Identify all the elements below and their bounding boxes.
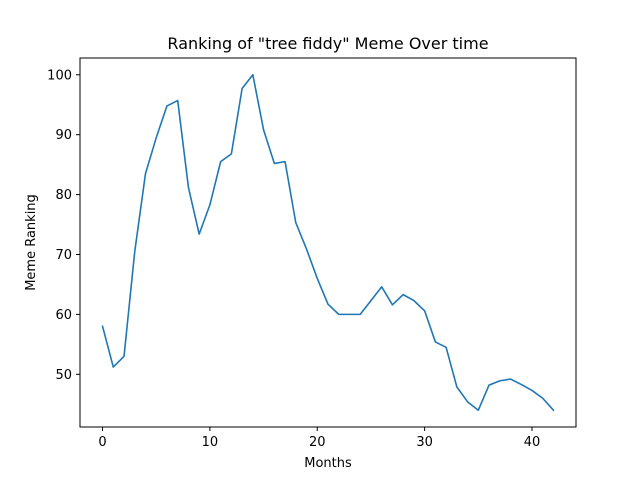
data-point bbox=[164, 103, 169, 108]
y-axis-label: Meme Ranking bbox=[24, 194, 39, 291]
data-point bbox=[111, 365, 116, 370]
data-point bbox=[283, 159, 288, 164]
y-tick-label: 50 bbox=[55, 368, 72, 383]
data-point bbox=[315, 276, 320, 281]
plot-frame bbox=[79, 57, 577, 428]
data-point bbox=[336, 312, 341, 317]
y-tick-label: 70 bbox=[55, 248, 72, 263]
data-point bbox=[197, 232, 202, 237]
data-point bbox=[379, 284, 384, 289]
data-point bbox=[100, 324, 105, 329]
data-point bbox=[422, 308, 427, 313]
x-tick-label: 0 bbox=[98, 435, 106, 450]
x-axis-label: Months bbox=[304, 456, 352, 471]
data-point bbox=[175, 98, 180, 103]
data-point bbox=[358, 312, 363, 317]
data-point bbox=[186, 185, 191, 190]
data-point bbox=[401, 292, 406, 297]
data-point bbox=[390, 302, 395, 307]
data-point bbox=[444, 345, 449, 350]
x-tick-label: 20 bbox=[309, 435, 326, 450]
data-point bbox=[454, 384, 459, 389]
data-point bbox=[132, 249, 137, 254]
data-point bbox=[240, 86, 245, 91]
data-point bbox=[465, 399, 470, 404]
y-tick-label: 90 bbox=[55, 128, 72, 143]
data-point bbox=[207, 202, 212, 207]
data-point bbox=[368, 298, 373, 303]
series-line bbox=[101, 73, 555, 412]
data-point bbox=[508, 377, 513, 382]
data-point bbox=[250, 72, 255, 77]
data-point bbox=[497, 378, 502, 383]
chart-title: Ranking of "tree fiddy" Meme Over time bbox=[167, 34, 488, 53]
data-point bbox=[218, 159, 223, 164]
data-point bbox=[261, 127, 266, 132]
data-point bbox=[487, 383, 492, 388]
data-point bbox=[272, 161, 277, 166]
y-tick-label: 100 bbox=[47, 68, 72, 83]
plot-area bbox=[100, 72, 556, 413]
data-point bbox=[476, 408, 481, 413]
data-point bbox=[326, 302, 331, 307]
data-point bbox=[293, 220, 298, 225]
data-point bbox=[551, 408, 556, 413]
x-tick-label: 40 bbox=[524, 435, 541, 450]
data-point bbox=[529, 388, 534, 393]
data-point bbox=[304, 247, 309, 252]
data-point bbox=[229, 151, 234, 156]
data-point bbox=[154, 135, 159, 140]
data-point bbox=[143, 171, 148, 176]
y-tick-label: 60 bbox=[55, 308, 72, 323]
x-axis: 0 10 20 30 40 bbox=[98, 427, 540, 450]
data-point bbox=[122, 354, 127, 359]
x-tick-label: 30 bbox=[416, 435, 433, 450]
data-point bbox=[519, 382, 524, 387]
data-point bbox=[540, 396, 545, 401]
x-tick-label: 10 bbox=[202, 435, 219, 450]
data-point bbox=[433, 339, 438, 344]
data-point bbox=[411, 298, 416, 303]
data-point bbox=[347, 312, 352, 317]
y-tick-label: 80 bbox=[55, 188, 72, 203]
y-axis: 50 60 70 80 90 100 bbox=[47, 68, 80, 383]
